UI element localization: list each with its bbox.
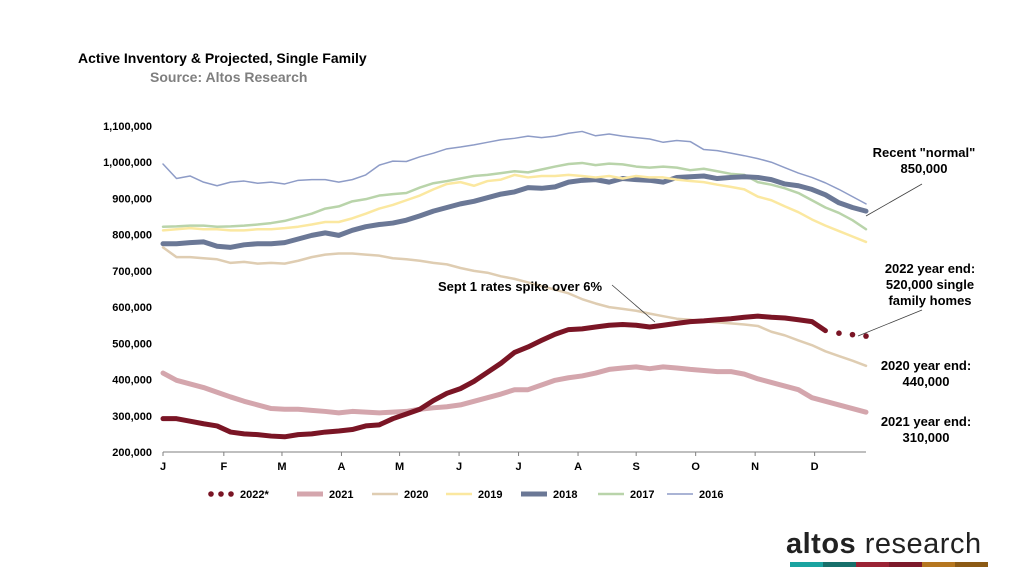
logo-color-bar (790, 562, 988, 567)
x-tick-label: M (395, 461, 404, 473)
logo-text-altos: altos (786, 528, 857, 560)
x-tick-label: S (633, 461, 640, 473)
chart-subtitle: Source: Altos Research (150, 69, 308, 85)
y-tick-label: 800,000 (112, 230, 152, 242)
logo-bar-segment (790, 562, 823, 567)
legend-label-2018: 2018 (553, 489, 577, 501)
annotation-leader-line (865, 183, 923, 217)
logo-bar-segment (922, 562, 955, 567)
legend-swatch-dot (208, 491, 214, 497)
x-tick-label: J (515, 461, 521, 473)
x-tick-label: A (337, 461, 345, 473)
logo-bar-segment (955, 562, 988, 567)
projected-point (836, 330, 842, 336)
y-tick-label: 300,000 (112, 411, 152, 423)
annotation-leader-line (611, 284, 656, 323)
annotation-year-end-2022: 2022 year end: (885, 261, 975, 276)
y-tick-label: 600,000 (112, 302, 152, 314)
x-tick-label: J (160, 461, 166, 473)
x-tick-label: F (220, 461, 227, 473)
x-tick-label: A (574, 461, 582, 473)
x-tick-label: M (277, 461, 286, 473)
legend-label-2016: 2016 (699, 489, 723, 501)
series-line-2018 (160, 173, 869, 250)
legend-label-2022: 2022* (240, 489, 269, 501)
y-tick-label: 700,000 (112, 266, 152, 278)
chart-title: Active Inventory & Projected, Single Fam… (78, 50, 367, 66)
annotation-year-end-2020: 440,000 (903, 374, 950, 389)
altos-research-logo: altos research (786, 528, 982, 561)
legend-label-2020: 2020 (404, 489, 428, 501)
legend-label-2021: 2021 (329, 489, 353, 501)
series-line-2021 (160, 364, 869, 416)
y-axis: 200,000 300,000 400,000 500,000 600,000 700,0… (103, 121, 152, 459)
legend-swatch-dot (228, 491, 234, 497)
annotation-year-end-2022: 520,000 single (886, 277, 974, 292)
logo-bar-segment (823, 562, 856, 567)
annotation-leader-line (857, 309, 923, 337)
series-lines (160, 130, 869, 440)
y-tick-label: 200,000 (112, 447, 152, 459)
annotations: Recent "normal"850,000 2022 year end:520,… (438, 145, 975, 445)
annotation-year-end-2022: family homes (888, 293, 971, 308)
legend-label-2017: 2017 (630, 489, 654, 501)
legend-swatch-dot (218, 491, 224, 497)
y-tick-label: 500,000 (112, 338, 152, 350)
y-tick-label: 1,000,000 (103, 157, 152, 169)
y-tick-label: 400,000 (112, 375, 152, 387)
series-line-2020 (161, 246, 868, 368)
y-tick-label: 900,000 (112, 193, 152, 205)
annotation-recent-normal: 850,000 (901, 161, 948, 176)
logo-bar-segment (856, 562, 889, 567)
legend: 2022* 2021 2020 2019 2018 2017 2016 (208, 489, 723, 501)
annotation-sept-spike: Sept 1 rates spike over 6% (438, 279, 602, 294)
projected-point (863, 333, 869, 339)
logo-text-research: research (856, 528, 982, 560)
series-line-2016 (162, 130, 867, 205)
annotation-year-end-2020: 2020 year end: (881, 358, 971, 373)
annotation-year-end-2021: 2021 year end: (881, 414, 971, 429)
x-tick-label: J (456, 461, 462, 473)
x-tick-label: D (811, 461, 819, 473)
annotation-recent-normal: Recent "normal" (873, 145, 976, 160)
series-line-2019 (161, 173, 868, 244)
y-tick-label: 1,100,000 (103, 121, 152, 133)
logo-bar-segment (889, 562, 922, 567)
series-line-2022 (160, 313, 828, 440)
projected-point (849, 331, 856, 338)
annotation-year-end-2021: 310,000 (903, 430, 950, 445)
legend-label-2019: 2019 (478, 489, 502, 501)
x-tick-label: N (751, 461, 759, 473)
x-tick-label: O (691, 461, 700, 473)
